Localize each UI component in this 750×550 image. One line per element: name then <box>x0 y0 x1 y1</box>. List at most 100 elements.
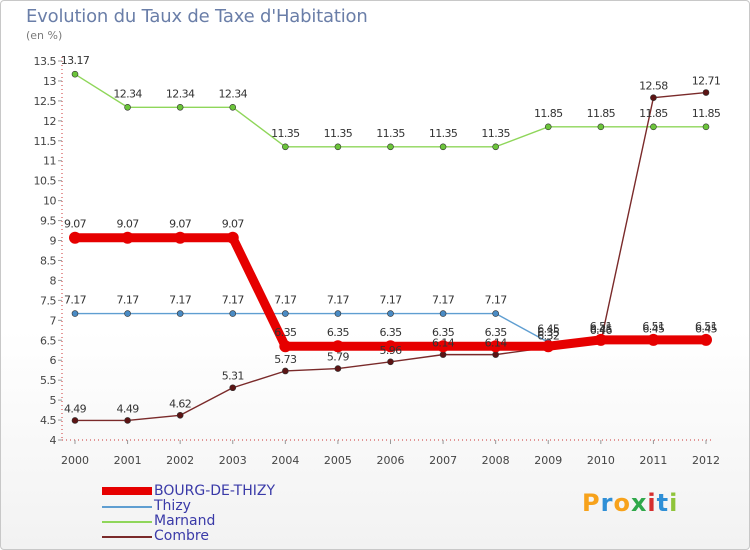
point-bourg-de-thizy <box>384 340 397 353</box>
y-tick-label: 10.5 <box>34 175 57 188</box>
data-label-combre: 12.71 <box>692 75 721 88</box>
data-label-combre: 4.62 <box>169 397 191 410</box>
data-label-combre: 6.14 <box>432 337 455 350</box>
data-label-bourg-de-thizy: 6.35 <box>274 326 297 339</box>
point-marnand <box>597 123 605 131</box>
data-label-thizy: 6.45 <box>590 322 613 335</box>
point-thizy <box>492 310 499 317</box>
chart-title: Evolution du Taux de Taxe d'Habitation <box>26 6 368 27</box>
y-tick-label: 6.5 <box>40 334 56 347</box>
legend-item-marnand: Marnand <box>102 513 322 529</box>
data-label-bourg-de-thizy: 6.51 <box>642 320 664 333</box>
data-label-marnand: 11.35 <box>324 127 353 140</box>
x-tick-label: 2001 <box>114 454 142 467</box>
data-label-thizy: 7.17 <box>485 294 508 307</box>
point-thizy <box>282 310 289 317</box>
data-label-bourg-de-thizy: 6.35 <box>379 326 402 339</box>
data-label-combre: 5.79 <box>327 351 350 364</box>
data-label-combre: 5.73 <box>274 353 297 366</box>
point-combre <box>124 417 131 424</box>
data-label-thizy: 7.17 <box>432 294 455 307</box>
x-tick-label: 2012 <box>692 454 720 467</box>
data-label-bourg-de-thizy: 6.35 <box>432 326 455 339</box>
point-marnand <box>71 70 79 78</box>
data-label-thizy: 7.17 <box>117 294 140 307</box>
data-label-bourg-de-thizy: 6.51 <box>695 320 717 333</box>
chart-subtitle: (en %) <box>26 29 63 42</box>
point-bourg-de-thizy <box>437 340 450 353</box>
data-label-combre: 4.49 <box>64 402 87 415</box>
point-combre <box>702 89 710 96</box>
legend-swatch-marnand <box>102 521 152 523</box>
data-label-marnand: 11.85 <box>587 107 616 120</box>
point-bourg-de-thizy <box>226 231 239 244</box>
x-tick-label: 2002 <box>166 454 194 467</box>
y-tick-label: 4 <box>50 434 57 447</box>
data-label-thizy: 7.17 <box>64 294 87 307</box>
logo-letter: i <box>647 489 657 517</box>
point-bourg-de-thizy <box>174 231 187 244</box>
data-label-marnand: 11.85 <box>534 107 563 120</box>
x-tick-label: 2003 <box>219 454 247 467</box>
point-thizy <box>229 310 237 317</box>
data-label-bourg-de-thizy: 9.07 <box>222 218 245 231</box>
point-combre <box>387 358 394 366</box>
y-tick-label: 7 <box>50 314 57 327</box>
data-label-thizy: 6.45 <box>642 322 665 335</box>
data-label-combre: 6.32 <box>537 329 559 342</box>
data-label-bourg-de-thizy: 9.07 <box>169 218 192 231</box>
point-combre <box>282 367 289 375</box>
point-marnand <box>544 123 552 131</box>
x-tick-label: 2006 <box>377 454 405 467</box>
data-label-marnand: 11.35 <box>376 127 405 140</box>
point-combre <box>439 351 447 358</box>
y-tick-label: 9 <box>50 235 57 248</box>
point-bourg-de-thizy <box>279 340 292 353</box>
data-label-marnand: 12.34 <box>219 87 248 100</box>
y-tick-label: 4.5 <box>40 414 56 427</box>
series-line-combre <box>75 91 707 422</box>
y-tick-label: 10 <box>43 195 56 208</box>
y-tick-label: 12 <box>43 115 56 128</box>
data-label-bourg-de-thizy: 9.07 <box>64 218 87 231</box>
legend-swatch-thizy <box>102 506 152 508</box>
legend-label-bourg: BOURG-DE-THIZY <box>154 483 275 499</box>
y-tick-label: 7.5 <box>40 294 56 307</box>
logo-letter: o <box>613 489 631 517</box>
y-tick-label: 11.5 <box>34 135 57 148</box>
point-combre <box>229 384 237 392</box>
x-tick-label: 2009 <box>534 454 562 467</box>
point-marnand <box>387 143 394 151</box>
point-bourg-de-thizy <box>121 231 134 244</box>
data-label-marnand: 11.35 <box>271 127 300 140</box>
legend-label-marnand: Marnand <box>154 513 216 529</box>
x-tick-label: 2005 <box>324 454 352 467</box>
data-label-marnand: 11.85 <box>692 107 721 120</box>
point-marnand <box>702 123 710 131</box>
y-tick-label: 6 <box>50 354 57 367</box>
data-label-combre: 12.58 <box>639 80 668 93</box>
data-labels-layer: 13.17 12.34 12.34 12.34 11.35 11.35 11.35 11.35… <box>61 54 722 415</box>
data-label-marnand: 12.34 <box>113 87 142 100</box>
legend-item-bourg: BOURG-DE-THIZY <box>102 483 322 499</box>
point-thizy <box>334 310 342 317</box>
legend-swatch-bourg <box>102 487 152 495</box>
point-bourg-de-thizy <box>331 340 344 353</box>
data-label-bourg-de-thizy: 6.35 <box>327 326 350 339</box>
data-label-combre: 4.49 <box>117 402 140 415</box>
proxiti-logo: Proxiti <box>582 489 678 517</box>
data-label-thizy: 7.17 <box>222 294 245 307</box>
y-tick-label: 8 <box>50 274 57 287</box>
point-marnand <box>492 143 499 151</box>
point-marnand <box>124 103 131 111</box>
legend-label-thizy: Thizy <box>154 498 191 514</box>
point-bourg-de-thizy <box>647 333 660 346</box>
logo-letter: P <box>582 489 601 517</box>
data-label-thizy: 6.45 <box>537 322 560 335</box>
legend-item-combre: Combre <box>102 528 322 544</box>
data-label-thizy: 6.45 <box>695 322 718 335</box>
data-label-combre: 5.31 <box>222 370 244 383</box>
data-label-combre: 6.46 <box>590 324 613 337</box>
point-combre <box>176 411 184 419</box>
y-tick-label: 12.5 <box>34 95 57 108</box>
